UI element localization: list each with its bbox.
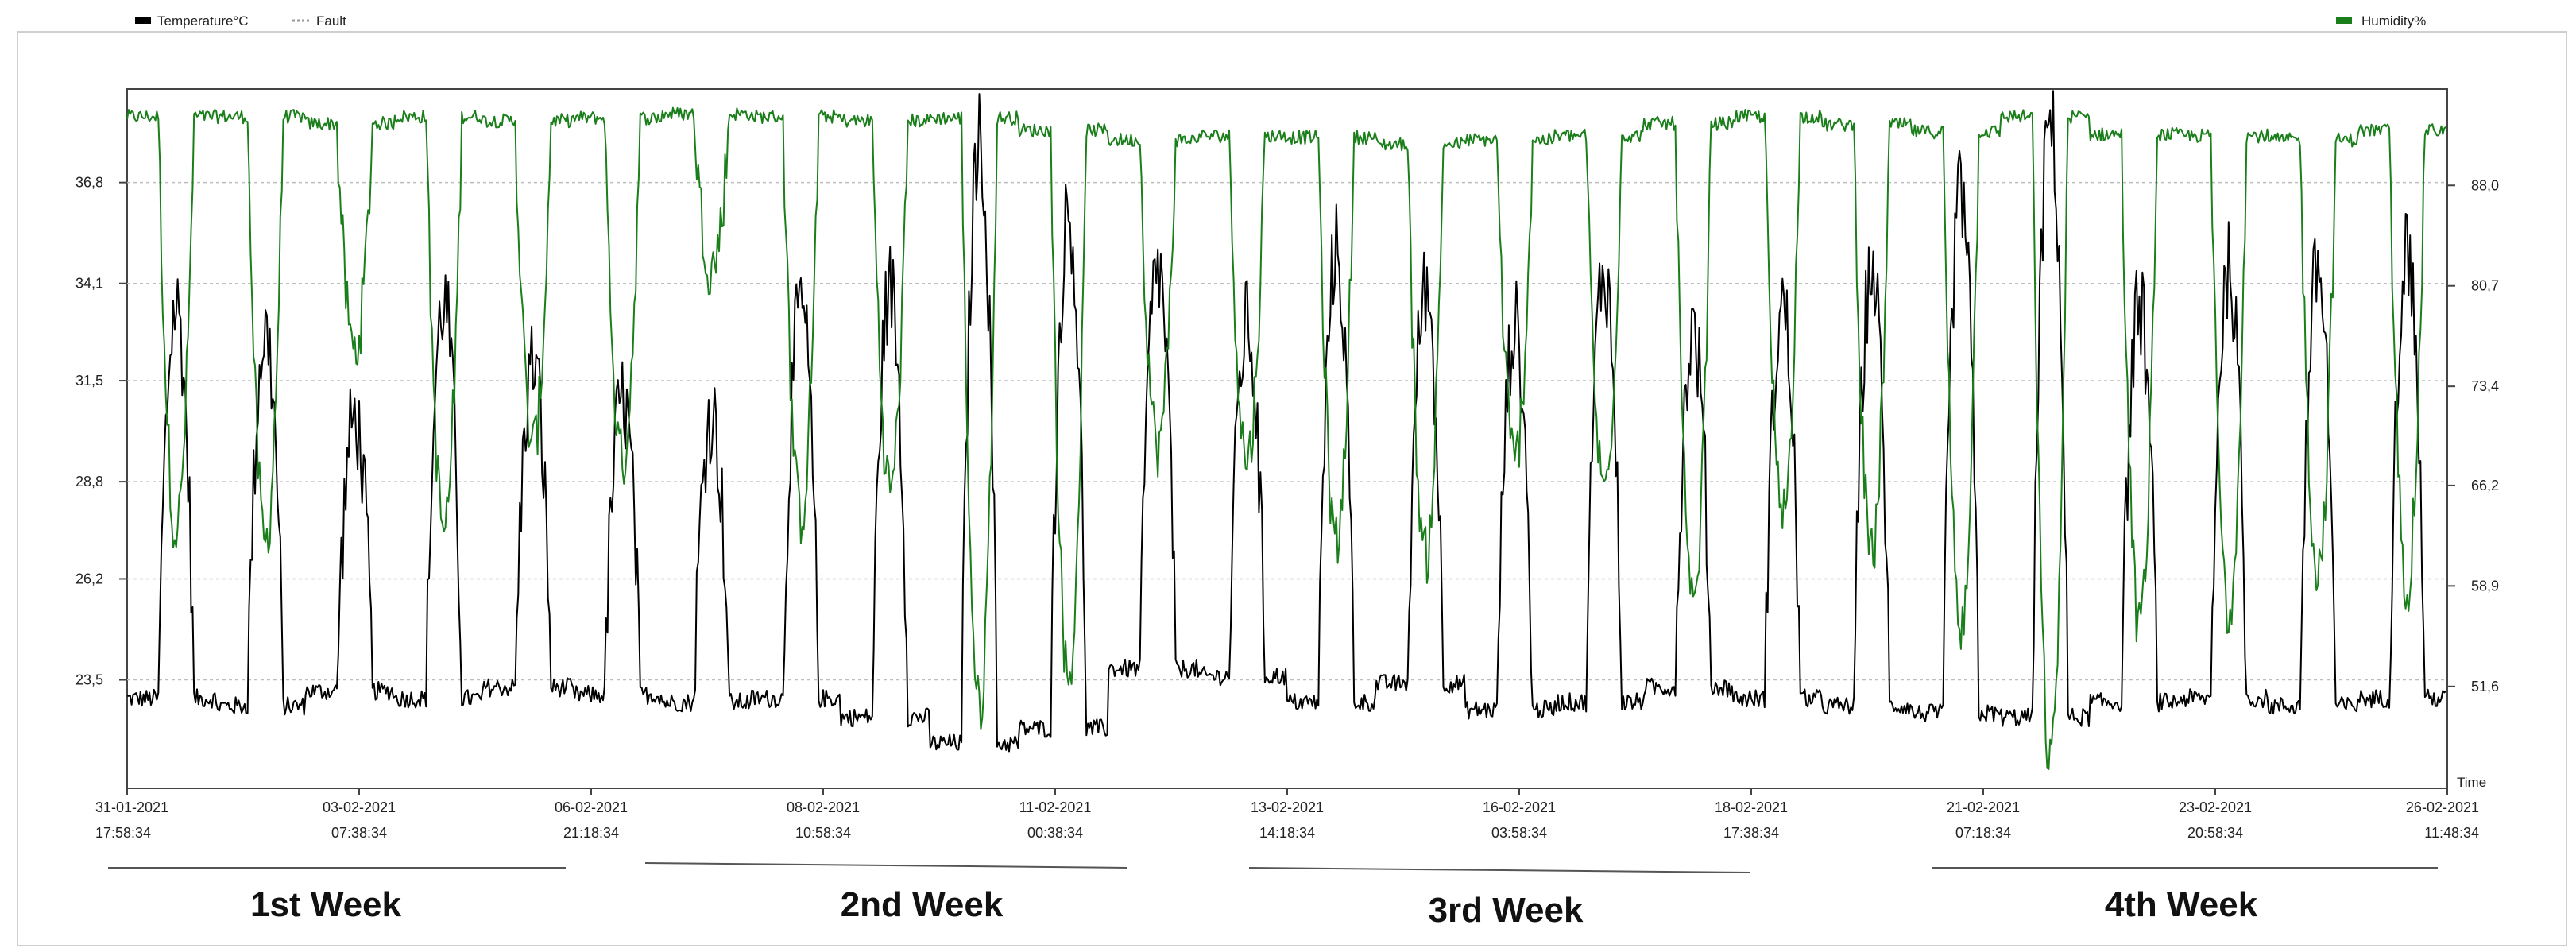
x-tick-date: 08-02-2021 bbox=[787, 799, 860, 815]
week-3-bracket bbox=[1248, 867, 1750, 873]
x-tick-time: 00:38:34 bbox=[1027, 825, 1083, 841]
x-tick-time: 17:38:34 bbox=[1723, 825, 1779, 841]
gridlines bbox=[127, 181, 2447, 681]
x-tick-time: 10:58:34 bbox=[795, 825, 851, 841]
legend: Temperature°C Fault Humidity% bbox=[135, 14, 2426, 29]
y-left-tick-label: 36,8 bbox=[75, 175, 103, 191]
x-tick-date: 16-02-2021 bbox=[1483, 799, 1556, 815]
y-right-tick-label: 73,4 bbox=[2471, 378, 2499, 394]
y-left-tick-label: 28,8 bbox=[75, 474, 103, 490]
week-1-label: 1st Week bbox=[250, 885, 401, 924]
week-3-label: 3rd Week bbox=[1429, 891, 1584, 930]
y-right-tick-label: 80,7 bbox=[2471, 278, 2499, 294]
week-annotations: 1st Week 2nd Week 3rd Week 4th Week bbox=[108, 862, 2438, 930]
plot-lines bbox=[126, 90, 2446, 770]
legend-item-temperature[interactable]: Temperature°C bbox=[135, 14, 249, 29]
legend-swatch-temperature bbox=[135, 17, 151, 24]
y-right-tick-label: 51,6 bbox=[2471, 679, 2499, 695]
legend-swatch-humidity bbox=[2336, 17, 2352, 24]
x-tick-date: 11-02-2021 bbox=[1019, 799, 1092, 815]
y-right-tick-label: 58,9 bbox=[2471, 578, 2499, 594]
week-2-bracket bbox=[644, 862, 1127, 869]
x-tick-time: 21:18:34 bbox=[563, 825, 619, 841]
x-tick-date: 23-02-2021 bbox=[2179, 799, 2252, 815]
y-right-tick-label: 66,2 bbox=[2471, 478, 2499, 493]
x-tick-time: 11:48:34 bbox=[2424, 825, 2479, 841]
y-left-tick-label: 34,1 bbox=[75, 276, 103, 292]
x-tick-time: 07:18:34 bbox=[1955, 825, 2011, 841]
legend-item-fault[interactable]: Fault bbox=[292, 14, 346, 29]
x-tick-date: 06-02-2021 bbox=[555, 799, 628, 815]
y-left-tick-label: 31,5 bbox=[75, 373, 103, 389]
legend-label-temperature: Temperature°C bbox=[157, 14, 249, 29]
plot-area bbox=[126, 88, 2448, 789]
y-left-tick-label: 26,2 bbox=[75, 571, 103, 586]
x-tick-time: 03:58:34 bbox=[1491, 825, 1547, 841]
x-tick-date: 31-01-2021 bbox=[95, 799, 168, 815]
x-tick-time: 17:58:34 bbox=[95, 825, 151, 841]
series-line-temperature bbox=[126, 90, 2446, 753]
x-tick-date: 21-02-2021 bbox=[1947, 799, 2020, 815]
y-left-tick-label: 23,5 bbox=[75, 672, 103, 688]
x-tick-date: 03-02-2021 bbox=[323, 799, 396, 815]
y-axis-right: 88,0 80,7 73,4 66,2 58,9 51,6 bbox=[2447, 177, 2499, 695]
x-axis-label: Time bbox=[2457, 775, 2486, 790]
figure-border bbox=[17, 31, 2567, 946]
legend-item-humidity[interactable]: Humidity% bbox=[2336, 14, 2426, 29]
y-right-tick-label: 88,0 bbox=[2471, 177, 2499, 193]
x-tick-time: 14:18:34 bbox=[1259, 825, 1315, 841]
week-4-label: 4th Week bbox=[2105, 885, 2258, 924]
x-tick-time: 20:58:34 bbox=[2187, 825, 2243, 841]
x-tick-date: 26-02-2021 bbox=[2406, 799, 2479, 815]
legend-label-fault: Fault bbox=[316, 14, 346, 29]
series-line-humidity bbox=[126, 106, 2446, 770]
x-tick-date: 13-02-2021 bbox=[1251, 799, 1324, 815]
x-axis: 31-01-2021 17:58:34 03-02-2021 07:38:34 06-0… bbox=[95, 788, 2479, 841]
x-tick-time: 07:38:34 bbox=[331, 825, 387, 841]
week-2-label: 2nd Week bbox=[841, 885, 1004, 924]
y-axis-left: 36,8 34,1 31,5 28,8 26,2 23,5 bbox=[75, 175, 127, 688]
x-tick-date: 18-02-2021 bbox=[1715, 799, 1788, 815]
legend-label-humidity: Humidity% bbox=[2361, 14, 2426, 29]
